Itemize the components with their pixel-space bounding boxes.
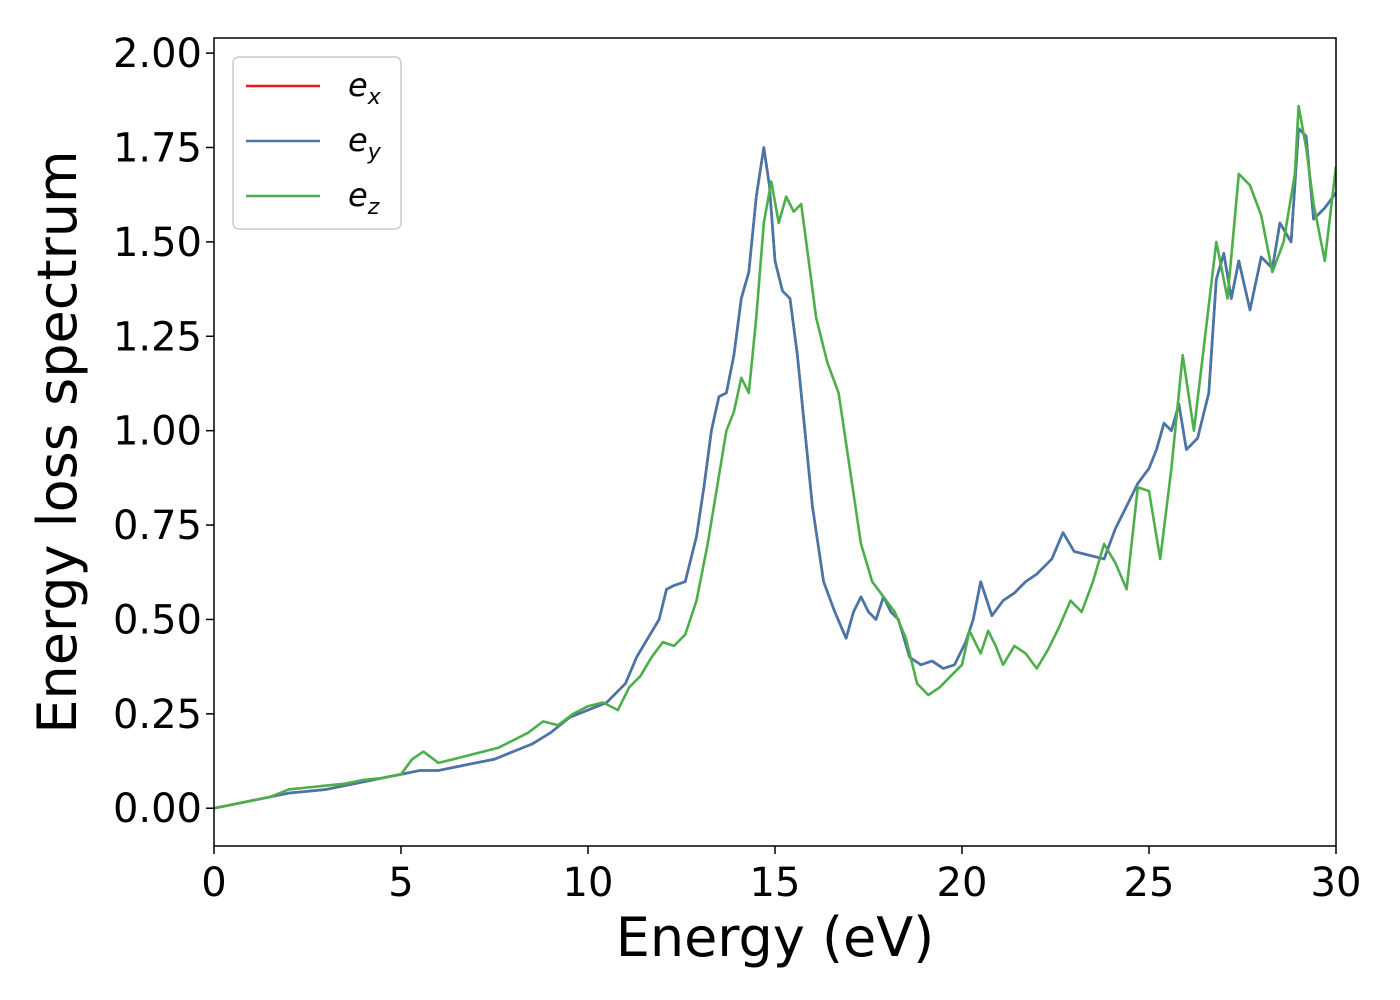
y-tick-label: 0.00 xyxy=(113,786,202,832)
legend-label-subscript: y xyxy=(367,140,382,165)
x-tick-label: 30 xyxy=(1311,860,1362,906)
y-tick-label: 1.25 xyxy=(113,314,202,360)
y-tick-label: 1.50 xyxy=(113,220,202,266)
series-line-y xyxy=(214,127,1336,810)
legend-label-base: e xyxy=(348,121,368,159)
x-tick-label: 20 xyxy=(937,860,988,906)
y-axis-label: Energy loss spectrum xyxy=(26,150,89,733)
y-tick-label: 0.50 xyxy=(113,597,202,643)
legend-label-x: ex xyxy=(348,66,382,110)
legend-label-subscript: x xyxy=(367,85,382,110)
x-tick-label: 15 xyxy=(750,860,801,906)
series-layer xyxy=(214,104,1336,810)
x-tick-label: 5 xyxy=(388,860,413,906)
y-tick-label: 0.75 xyxy=(113,503,202,549)
x-axis-label: Energy (eV) xyxy=(616,906,935,969)
x-tick-label: 0 xyxy=(201,860,226,906)
y-tick-label: 2.00 xyxy=(113,31,202,77)
series-line-z xyxy=(214,104,1336,810)
y-tick-label: 1.00 xyxy=(113,409,202,455)
legend-box xyxy=(232,56,402,230)
y-tick-label: 0.25 xyxy=(113,692,202,738)
legend-label-base: e xyxy=(348,66,368,104)
legend-label-subscript: z xyxy=(367,195,380,220)
y-axis-ticks: 0.00 0.25 0.50 0.75 1.00 1.25 1.50 1.75 2.00 xyxy=(113,31,214,832)
legend-label-z: ez xyxy=(348,176,380,220)
legend-label-y: ey xyxy=(348,121,382,165)
y-tick-label: 1.75 xyxy=(113,125,202,171)
x-tick-label: 25 xyxy=(1124,860,1175,906)
x-axis-ticks: 0 5 10 15 20 25 30 xyxy=(201,846,1361,906)
legend-label-base: e xyxy=(348,176,368,214)
x-tick-label: 10 xyxy=(563,860,614,906)
